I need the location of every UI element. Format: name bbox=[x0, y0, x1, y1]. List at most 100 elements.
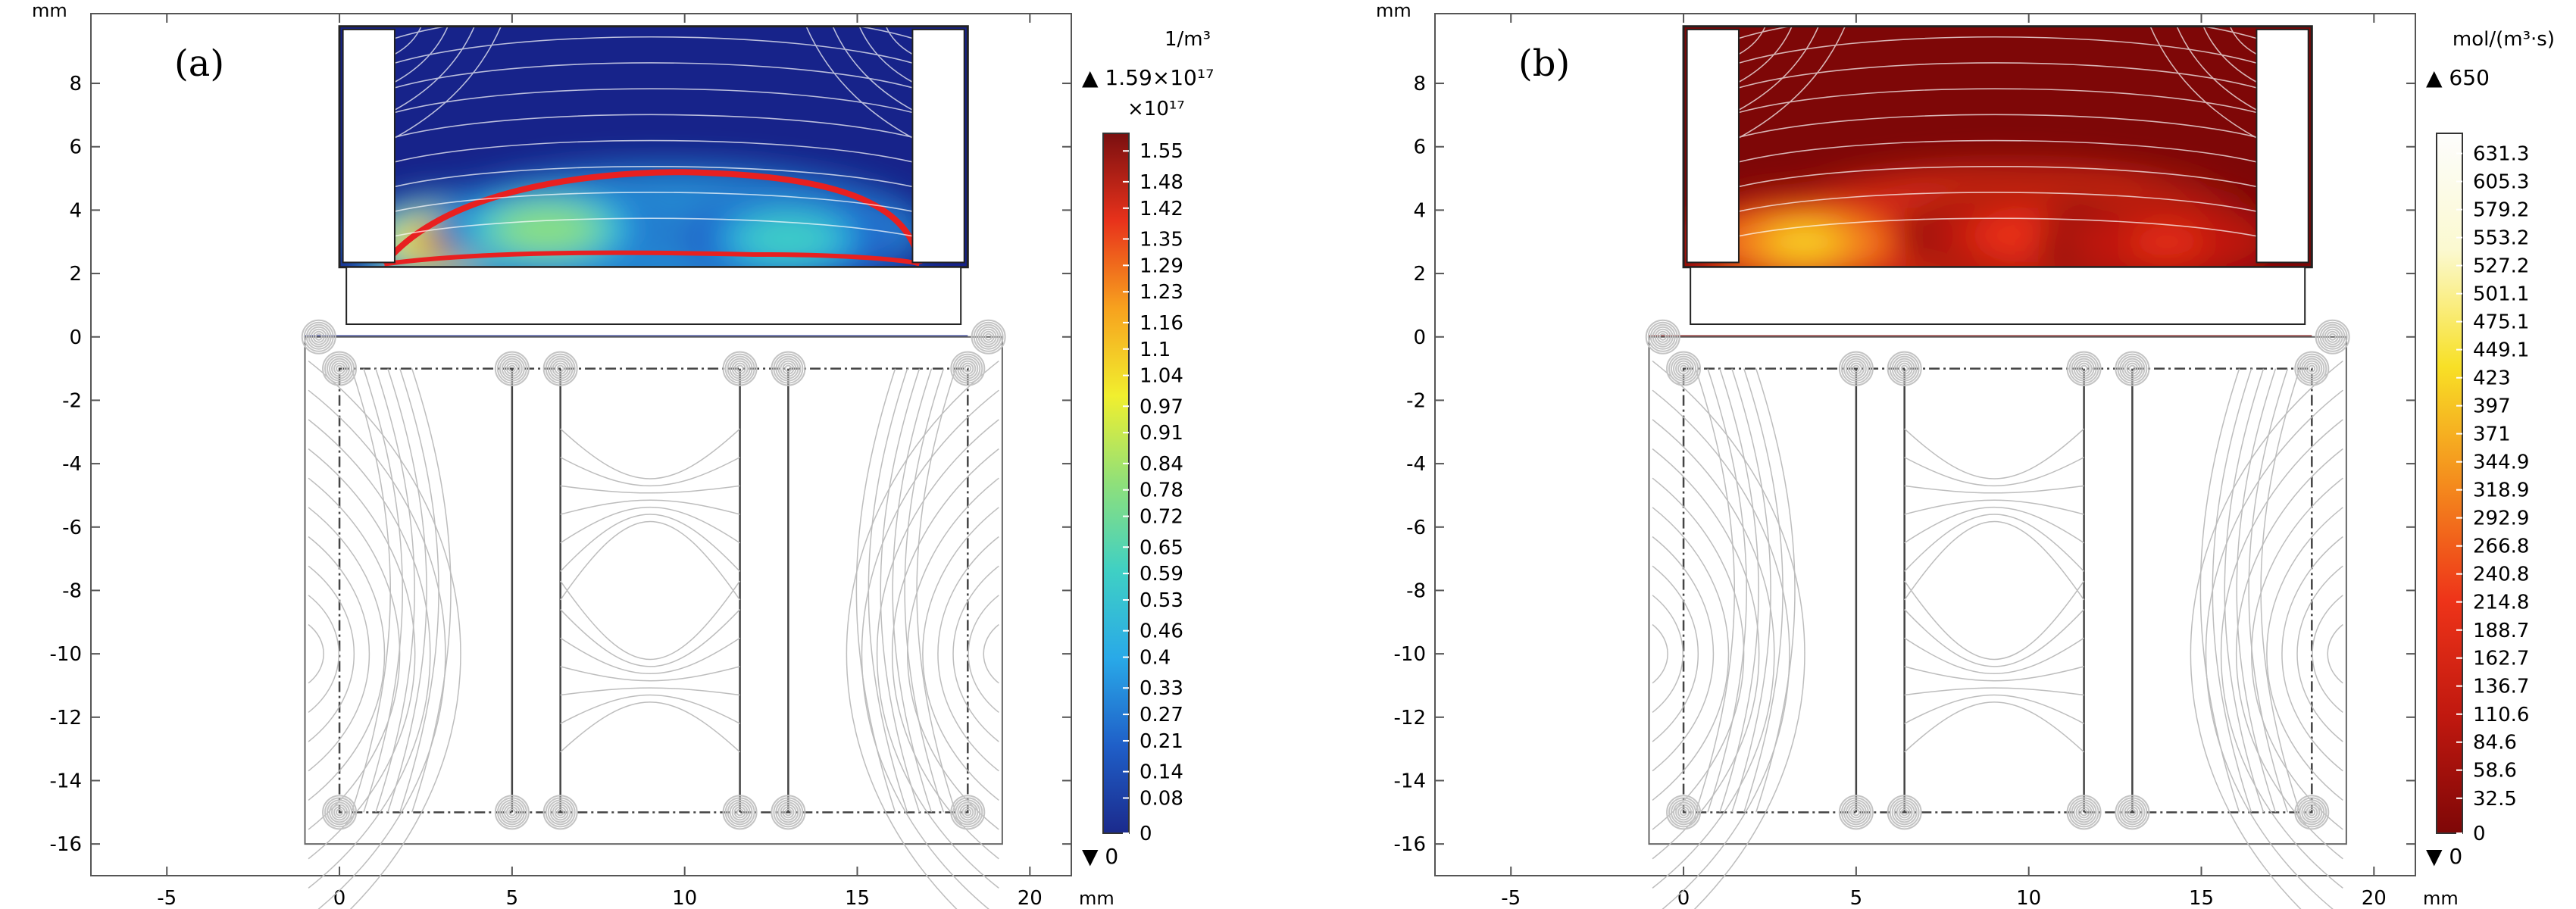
colorbar-tick-label: 1.16 bbox=[1140, 312, 1183, 335]
cluster-ring bbox=[959, 360, 977, 377]
cluster-ring bbox=[308, 326, 330, 348]
cluster-ring bbox=[505, 362, 518, 375]
contour-mid-top bbox=[560, 457, 740, 487]
cluster-ring bbox=[773, 797, 804, 828]
cluster-ring bbox=[1891, 799, 1918, 826]
y-tick-label: -14 bbox=[1394, 770, 1426, 792]
contour-vertical bbox=[2236, 368, 2277, 813]
cluster-ring bbox=[775, 799, 802, 826]
field-line bbox=[1738, 192, 2257, 212]
dielectric-bar bbox=[1690, 266, 2306, 326]
x-tick-label: 0 bbox=[1677, 887, 1690, 909]
field-cluster bbox=[771, 795, 806, 830]
field-cluster bbox=[1666, 795, 1702, 830]
cluster-ring bbox=[324, 353, 355, 384]
cluster-ring bbox=[2319, 323, 2346, 350]
contour-mid-top bbox=[1904, 485, 2084, 494]
contour-vertical bbox=[904, 368, 945, 813]
field-cluster bbox=[950, 795, 986, 830]
cluster-ring bbox=[496, 797, 527, 828]
contour-right bbox=[2281, 536, 2343, 772]
y-tick-label: -6 bbox=[62, 517, 82, 539]
x-tick-label: 5 bbox=[506, 887, 519, 909]
cluster-ring bbox=[1673, 358, 1695, 380]
cluster-ring bbox=[771, 795, 806, 830]
cluster-ring bbox=[1849, 362, 1862, 375]
field-line-corner bbox=[2176, 26, 2257, 111]
colorbar-tick-label: 0 bbox=[1140, 823, 1152, 845]
y-tick-label: -16 bbox=[1394, 833, 1426, 856]
contour-left bbox=[308, 565, 355, 742]
contour-left bbox=[1652, 448, 1760, 860]
cluster-ring bbox=[2077, 806, 2090, 819]
cluster-ring bbox=[336, 808, 344, 817]
cluster-ring bbox=[2299, 799, 2325, 826]
x-tick-label: 10 bbox=[2016, 887, 2041, 909]
colorbar-max-label: ▲ 1.59×10¹⁷ bbox=[1082, 65, 1214, 90]
contour-vertical bbox=[916, 368, 957, 813]
cluster-ring bbox=[1852, 364, 1860, 373]
cluster-ring bbox=[322, 795, 358, 830]
cluster-ring bbox=[950, 795, 986, 830]
colorbar-tick-label: 162.7 bbox=[2473, 648, 2529, 670]
colorbar-tick-label: 371 bbox=[2473, 423, 2511, 446]
contour-vertical bbox=[363, 368, 403, 813]
cluster-ring bbox=[1656, 330, 1669, 343]
cluster-ring bbox=[782, 806, 795, 819]
cluster-ring bbox=[496, 353, 527, 384]
field-cluster bbox=[1887, 351, 1922, 386]
contour-mid-bottom bbox=[1904, 666, 2084, 682]
contour-mid-bottom bbox=[560, 666, 740, 682]
field-lines-top bbox=[1738, 26, 2257, 237]
contour-left bbox=[308, 419, 431, 889]
contour-mid-top bbox=[1904, 520, 2085, 601]
field-line-corner bbox=[1738, 26, 1793, 83]
cluster-ring bbox=[724, 353, 755, 384]
field-line bbox=[394, 192, 913, 212]
field-line-corner bbox=[2229, 26, 2257, 55]
field-cluster bbox=[1838, 795, 1874, 830]
y-tick-label: -8 bbox=[62, 579, 82, 602]
cluster-ring bbox=[2068, 797, 2099, 828]
field-cluster bbox=[322, 795, 358, 830]
colorbar-tick-label: 1.42 bbox=[1140, 198, 1183, 220]
y-tick-label: -14 bbox=[50, 770, 82, 792]
cluster-ring bbox=[722, 795, 758, 830]
cluster-ring bbox=[2071, 355, 2097, 382]
y-tick-label: -10 bbox=[1394, 643, 1426, 666]
lower-domain-frame bbox=[304, 336, 1003, 845]
colorbar-tick-label: 0.78 bbox=[1140, 479, 1183, 502]
cluster-ring bbox=[2308, 364, 2316, 373]
y-tick-label: 6 bbox=[69, 136, 82, 159]
colorbar-tick-label: 1.48 bbox=[1140, 171, 1183, 194]
y-tick-label: 0 bbox=[1413, 326, 1426, 349]
cluster-ring bbox=[777, 801, 799, 823]
cluster-ring bbox=[2117, 797, 2148, 828]
field-cluster bbox=[2066, 795, 2102, 830]
cluster-ring bbox=[322, 351, 358, 386]
cluster-ring bbox=[545, 797, 576, 828]
field-cluster bbox=[1645, 319, 1680, 355]
colorbar-tick-label: 0 bbox=[2473, 823, 2486, 845]
cluster-ring bbox=[301, 319, 336, 355]
field-cluster bbox=[1666, 351, 1702, 386]
contour-vertical bbox=[2260, 368, 2301, 813]
colorbar-min-label: ▼ 0 bbox=[2426, 844, 2462, 869]
field-line bbox=[394, 114, 913, 138]
contour-vertical bbox=[351, 368, 391, 813]
contour-mid-bottom bbox=[1904, 580, 2085, 661]
contour-vertical bbox=[1743, 368, 1784, 813]
contour-left bbox=[1652, 623, 1668, 684]
contour-mid-top bbox=[560, 485, 740, 494]
colorbar-tick-label: 0.65 bbox=[1140, 536, 1183, 559]
cluster-ring bbox=[1649, 323, 1676, 350]
x-axis-unit: mm bbox=[1079, 888, 1114, 909]
cluster-ring bbox=[554, 362, 567, 375]
cluster-ring bbox=[1847, 360, 1865, 377]
cluster-ring bbox=[1675, 360, 1693, 377]
x-tick-label: -5 bbox=[157, 887, 177, 909]
cluster-ring bbox=[331, 804, 349, 821]
cluster-ring bbox=[771, 351, 806, 386]
cluster-ring bbox=[980, 328, 997, 345]
cluster-ring bbox=[1677, 362, 1690, 375]
